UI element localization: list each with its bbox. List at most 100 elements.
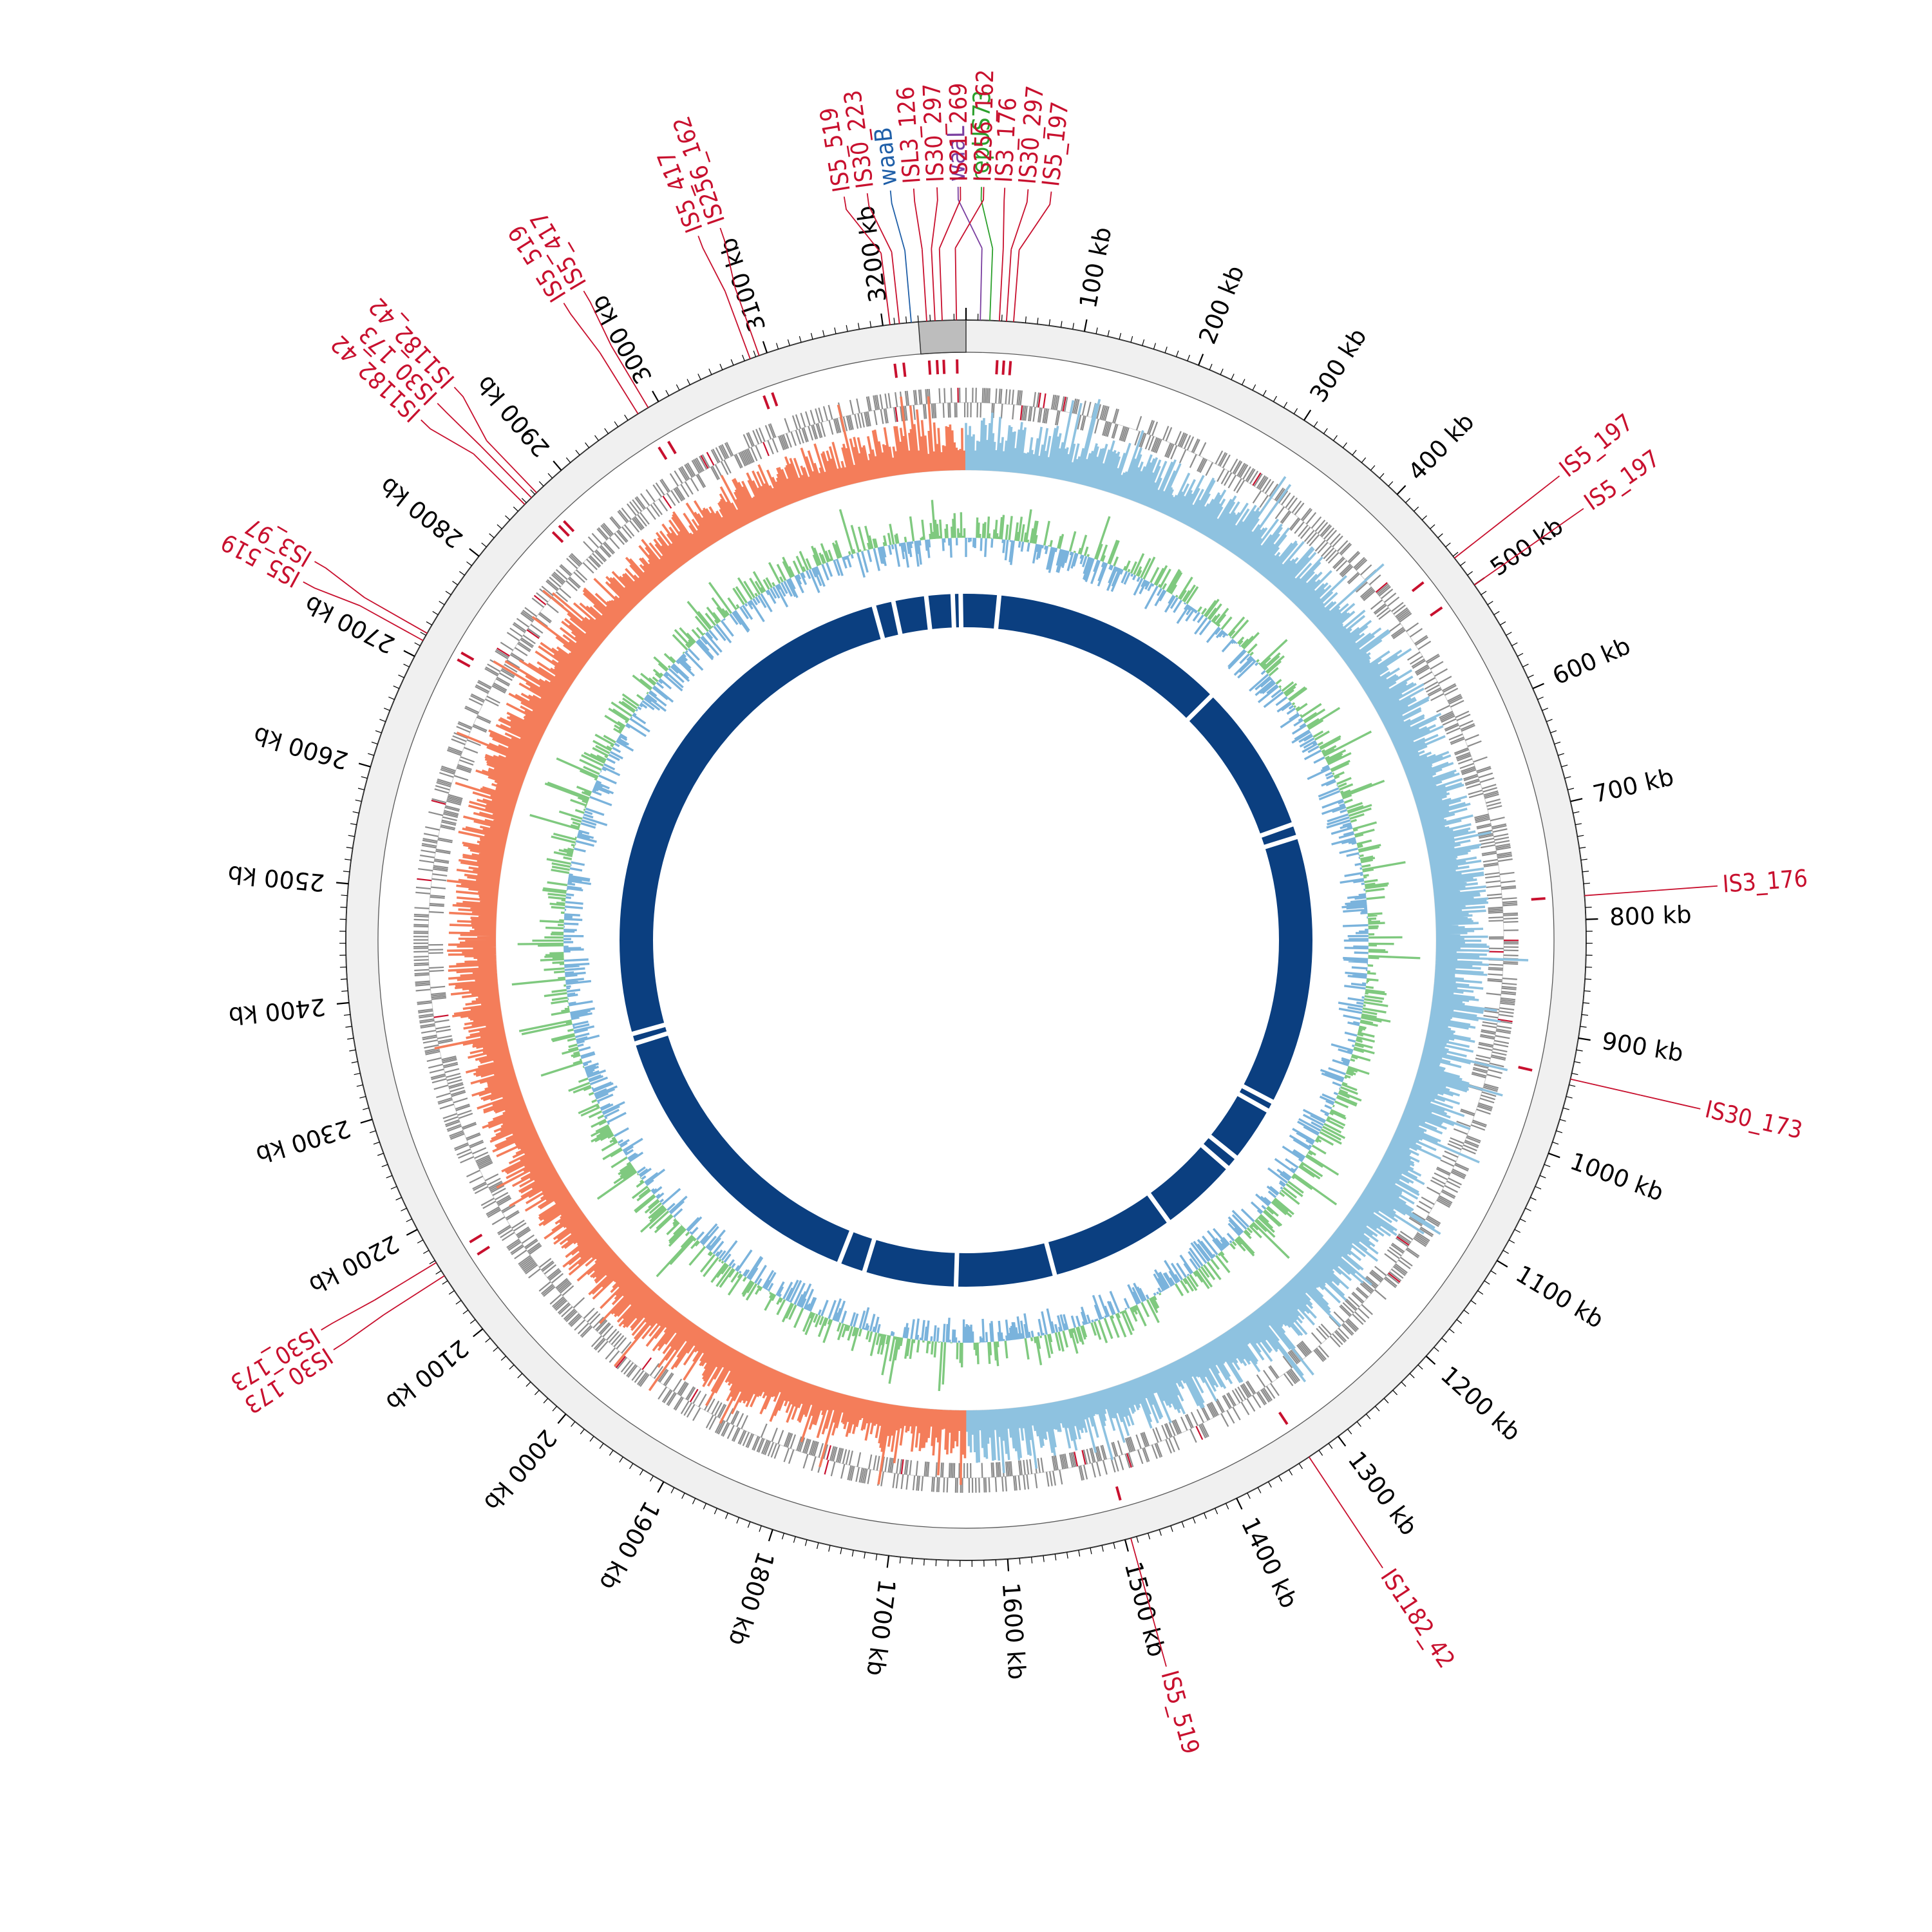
minor-tick	[834, 327, 837, 334]
gene-mark	[1135, 415, 1142, 431]
gene-mark	[1439, 712, 1454, 720]
gene-mark	[661, 1389, 672, 1403]
gene-mark	[867, 1469, 871, 1484]
gene-mark	[1454, 1164, 1469, 1172]
gene-mark	[1323, 547, 1334, 560]
gene-mark	[1320, 545, 1332, 557]
gene-mark	[1483, 790, 1499, 796]
gene-mark	[808, 1440, 815, 1455]
gene-mark	[472, 725, 487, 733]
feature-leader-line	[1656, 885, 1718, 891]
gene-mark	[513, 1222, 527, 1232]
gene-mark	[1450, 736, 1464, 744]
feature-connector	[880, 253, 891, 325]
gene-mark	[470, 695, 484, 703]
contig-gap	[953, 1250, 960, 1289]
feature-leader-line	[437, 402, 482, 447]
gene-mark	[1218, 451, 1226, 466]
gene-mark	[547, 1267, 560, 1279]
gene-mark	[1503, 961, 1519, 963]
gene-mark	[419, 1019, 435, 1024]
gene-mark	[856, 398, 860, 413]
gene-mark	[1296, 1345, 1307, 1358]
gene-mark	[435, 848, 451, 853]
gene-mark	[485, 666, 499, 676]
gene-mark	[502, 1231, 515, 1242]
gene-mark	[1472, 1068, 1488, 1074]
gene-mark	[1072, 398, 1077, 413]
gene-mark	[1365, 1276, 1378, 1288]
minor-tick	[1417, 1364, 1423, 1370]
gene-mark	[447, 1125, 462, 1132]
gene-mark	[1199, 459, 1208, 473]
contig-gap	[923, 593, 933, 632]
gene-mark	[1414, 1236, 1428, 1246]
minor-tick	[793, 1536, 796, 1543]
gene-mark	[1421, 1196, 1435, 1206]
gene-mark	[521, 611, 535, 621]
gene-mark	[1287, 1351, 1298, 1365]
gene-mark	[567, 578, 580, 589]
gene-mark	[466, 1133, 481, 1141]
gene-mark	[420, 855, 435, 858]
gene-mark	[601, 524, 613, 536]
gene-mark	[448, 793, 463, 800]
gene-mark	[1151, 1444, 1158, 1459]
gene-mark	[639, 1374, 650, 1387]
gene-mark	[1426, 684, 1440, 693]
gene-mark	[805, 411, 811, 426]
gene-mark	[1340, 565, 1352, 576]
gene-mark	[426, 1057, 442, 1062]
major-tick	[557, 1414, 567, 1424]
minor-tick	[624, 414, 629, 421]
gene-mark	[815, 408, 820, 423]
gene-mark	[1333, 1311, 1345, 1323]
gene-mark	[705, 1414, 714, 1428]
gene-mark	[448, 746, 463, 753]
gene-mark	[1495, 843, 1511, 848]
gene-mark	[418, 1010, 433, 1014]
gene-mark	[506, 632, 520, 641]
gene-mark	[858, 1468, 864, 1483]
gene-mark	[708, 1416, 717, 1430]
gene-mark	[469, 1141, 484, 1149]
gene-mark	[1128, 1437, 1134, 1452]
gene-mark	[1362, 589, 1374, 600]
gene-mark	[1458, 758, 1473, 765]
gene-mark	[1139, 432, 1146, 448]
gene-mark	[476, 1156, 491, 1164]
gene-mark	[1016, 390, 1019, 405]
gene-mark	[591, 1335, 603, 1347]
gene-mark	[1390, 627, 1404, 637]
gene-mark	[504, 663, 518, 673]
gene-mark	[1268, 1366, 1278, 1379]
gene-mark	[430, 886, 446, 889]
gene-mark	[558, 1303, 571, 1315]
gene-mark	[770, 423, 777, 438]
gene-mark	[1142, 1448, 1148, 1463]
gene-mark	[477, 681, 491, 690]
gene-mark	[783, 1432, 790, 1447]
gene-mark	[541, 585, 554, 596]
minor-tick	[1490, 1270, 1497, 1275]
gene-mark	[526, 629, 540, 639]
minor-tick	[552, 1406, 558, 1412]
gene-mark	[514, 647, 528, 657]
gene-mark	[1347, 572, 1359, 583]
gene-mark	[583, 1307, 595, 1320]
minor-tick	[1164, 346, 1168, 354]
gene-mark	[1485, 875, 1501, 879]
gene-mark	[781, 435, 788, 450]
gene-mark	[692, 1407, 701, 1421]
gene-mark	[1468, 790, 1483, 795]
gene-mark	[1198, 1424, 1207, 1439]
contig-gap	[629, 1021, 668, 1037]
gene-mark	[447, 797, 462, 803]
gene-mark	[715, 447, 724, 461]
gene-mark	[758, 1438, 765, 1453]
gene-mark	[448, 1082, 464, 1088]
gene-mark	[1442, 683, 1456, 692]
gene-mark	[442, 1057, 457, 1062]
gene-mark	[1102, 1460, 1108, 1475]
gene-mark	[1023, 1475, 1026, 1490]
